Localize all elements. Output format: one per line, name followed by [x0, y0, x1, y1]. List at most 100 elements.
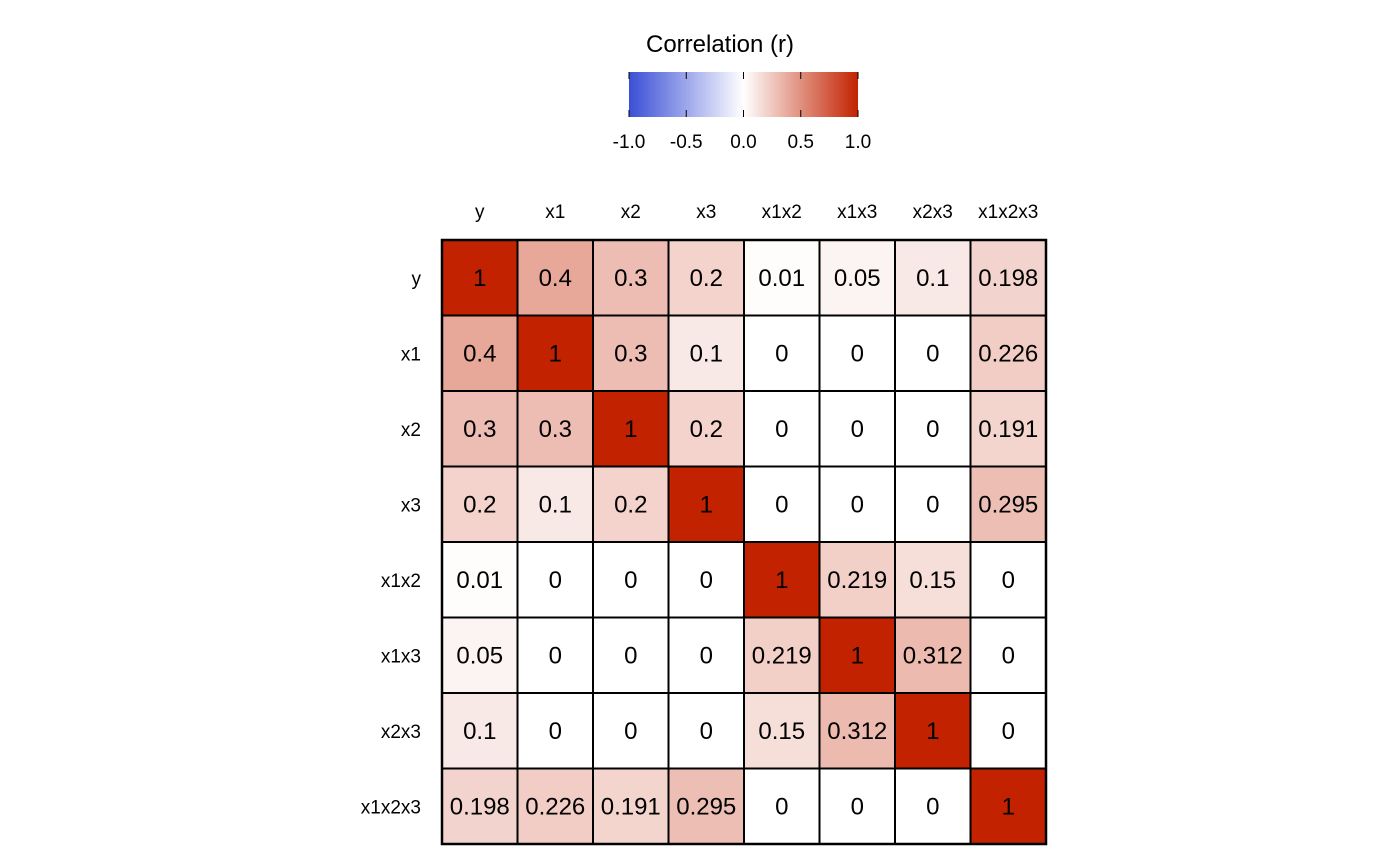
cell-value-label: 0.2	[690, 265, 723, 292]
color-legend: Correlation (r) -1.0 -0.5 0.0 0.5 1.0	[613, 31, 872, 153]
cell-value-label: 0	[926, 416, 939, 443]
cell-value-label: 0	[624, 718, 637, 745]
cell-value-label: 0	[549, 718, 562, 745]
heatmap-cell	[894, 314, 972, 392]
row-label-x1: x1	[401, 344, 421, 365]
cell-value-label: 0.4	[463, 340, 496, 367]
heatmap-cell	[743, 767, 821, 845]
heatmap-cell	[969, 239, 1047, 317]
legend-tick-label: 0.5	[788, 132, 814, 153]
cell-value-label: 0.3	[614, 340, 647, 367]
heatmap-cell	[516, 692, 594, 770]
cell-value-label: 0.4	[539, 265, 572, 292]
cell-value-label: 0.1	[690, 340, 723, 367]
cell-value-label: 0	[549, 642, 562, 669]
heatmap-cell	[818, 314, 896, 392]
heatmap-cell	[592, 616, 670, 694]
cell-value-label: 0	[700, 718, 713, 745]
cell-value-label: 0.226	[978, 340, 1038, 367]
cell-value-label: 0	[926, 793, 939, 820]
row-label-x2: x2	[401, 420, 421, 441]
heatmap-cell	[969, 767, 1047, 845]
heatmap-cell	[894, 692, 972, 770]
cell-value-label: 0	[926, 491, 939, 518]
column-label-x1x2: x1x2	[762, 202, 802, 223]
cell-value-label: 0	[775, 793, 788, 820]
cell-value-label: 0.05	[456, 642, 503, 669]
cell-value-label: 0.1	[539, 491, 572, 518]
legend-ticks: -1.0 -0.5 0.0 0.5 1.0	[613, 72, 871, 153]
cell-value-label: 0.312	[827, 718, 887, 745]
heatmap-cell	[743, 239, 821, 317]
cell-value-label: 0.3	[614, 265, 647, 292]
legend-tick-label: 0.0	[730, 132, 756, 153]
heatmap-cell	[894, 465, 972, 543]
row-label-x1x3: x1x3	[381, 646, 421, 667]
legend-title: Correlation (r)	[646, 31, 794, 58]
column-label-x3: x3	[696, 202, 716, 223]
cell-value-label: 1	[549, 340, 562, 367]
cell-value-label: 0.295	[676, 793, 736, 820]
column-label-x1x3: x1x3	[837, 202, 877, 223]
cell-value-label: 0.312	[903, 642, 963, 669]
cell-value-label: 0	[700, 642, 713, 669]
legend-tick-label: -1.0	[613, 132, 646, 153]
heatmap-cell	[743, 692, 821, 770]
cell-value-label: 1	[473, 265, 486, 292]
cell-value-label: 0.1	[916, 265, 949, 292]
heatmap-cell	[818, 692, 896, 770]
row-label-x2x3: x2x3	[381, 722, 421, 743]
cell-value-label: 0	[926, 340, 939, 367]
cell-value-label: 0.15	[758, 718, 805, 745]
row-label-y: y	[412, 269, 422, 290]
cell-value-label: 0.2	[614, 491, 647, 518]
cell-value-label: 0	[775, 491, 788, 518]
column-label-y: y	[475, 202, 485, 223]
cell-value-label: 0.219	[827, 567, 887, 594]
heatmap-cell	[516, 239, 594, 317]
cell-value-label: 0.198	[978, 265, 1038, 292]
legend-tick-label: 1.0	[845, 132, 871, 153]
cell-value-label: 0	[851, 793, 864, 820]
heatmap-cell	[969, 541, 1047, 619]
heatmap-cell	[969, 692, 1047, 770]
cell-value-label: 0	[851, 416, 864, 443]
cell-value-label: 0.191	[601, 793, 661, 820]
cell-value-label: 0.1	[463, 718, 496, 745]
heatmap-cell	[743, 390, 821, 468]
heatmap-cell	[441, 616, 519, 694]
cell-value-label: 0.01	[758, 265, 805, 292]
cell-value-label: 1	[624, 416, 637, 443]
heatmap-cell	[894, 239, 972, 317]
cell-value-label: 0.226	[525, 793, 585, 820]
cell-value-label: 0	[1002, 642, 1015, 669]
column-label-x2: x2	[621, 202, 641, 223]
cell-value-label: 0	[1002, 718, 1015, 745]
cell-value-label: 0.2	[463, 491, 496, 518]
cell-value-label: 0	[775, 416, 788, 443]
heatmap-cells: 1 0.4 0.3 0.2 0.01 0.05 0.1 0.198 0.4 1 0.3 0.1 0 0 0 0…	[441, 239, 1047, 845]
cell-value-label: 0.198	[450, 793, 510, 820]
legend-color-bar	[629, 72, 858, 117]
heatmap-cell	[667, 390, 745, 468]
heatmap-cell	[894, 616, 972, 694]
heatmap-cell	[894, 390, 972, 468]
cell-value-label: 1	[775, 567, 788, 594]
cell-value-label: 0.2	[690, 416, 723, 443]
cell-value-label: 0	[700, 567, 713, 594]
cell-value-label: 0	[851, 340, 864, 367]
heatmap-border	[440, 238, 1048, 846]
heatmap-cell	[743, 541, 821, 619]
legend-tick-label: -0.5	[670, 132, 703, 153]
row-label-x1x2x3: x1x2x3	[361, 797, 421, 818]
heatmap-cell	[441, 465, 519, 543]
column-label-x1x2x3: x1x2x3	[978, 202, 1038, 223]
cell-value-label: 0.295	[978, 491, 1038, 518]
cell-value-label: 1	[926, 718, 939, 745]
heatmap-cell	[969, 390, 1047, 468]
cell-value-label: 1	[700, 491, 713, 518]
heatmap-cell	[969, 314, 1047, 392]
cell-value-label: 0.219	[752, 642, 812, 669]
